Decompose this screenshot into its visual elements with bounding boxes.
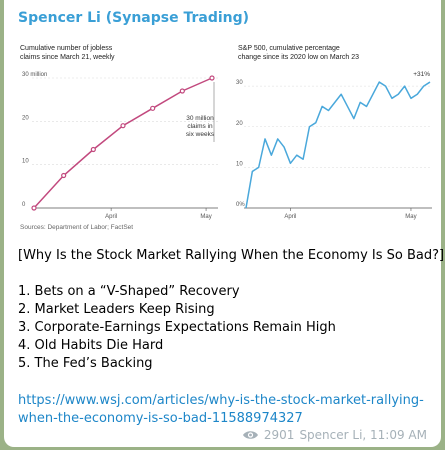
point-1: 1. Bets on a “V-Shaped” Recovery [18,284,240,299]
chart1-point [31,205,37,211]
eye-icon [242,431,258,439]
chart2-ytick: 20 [236,121,243,127]
chart1-ytick: 0 [22,202,26,208]
point-4: 4. Old Habits Die Hard [18,338,164,353]
chart1-ytick: 30 million [22,72,47,78]
message-bubble: Spencer Li (Synapse Trading) Cumulative … [4,0,445,447]
chart-figure: Cumulative number of jobless claims sinc… [18,40,435,236]
chart1-ytick: 20 [22,115,29,121]
author-time: Spencer Li, 11:09 AM [299,428,427,442]
chart1-point [150,105,156,111]
chart2-xtick-label: May [405,214,416,220]
chart1-title-line1: Cumulative number of jobless [20,45,113,52]
sender-name[interactable]: Spencer Li (Synapse Trading) [18,10,250,26]
chart2-ytick: 0% [236,202,245,208]
chart1-point [209,75,215,81]
chart2-plot: 0% 10 20 30 April May +31% [236,71,432,220]
chart1-point [61,172,67,179]
view-count: 2901 [263,428,295,442]
chart1-title-line2: claims since March 21, weekly [20,54,115,61]
article-link-line2: when-the-economy-is-so-bad-11588974327 [18,411,303,426]
chart2-title-line1: S&P 500, cumulative percentage [238,45,340,52]
chart2-xtick-label: April [284,214,296,220]
chart1-point [90,146,96,153]
chart1-point [120,123,126,129]
message-meta: 2901 Spencer Li, 11:09 AM [242,428,427,442]
point-3: 3. Corporate-Earnings Expectations Remai… [18,320,336,335]
chart1-ytick: 10 [22,159,29,165]
chart1-annotation: claims in [187,123,213,130]
chart1-annotation: 30 million [186,115,214,122]
article-link[interactable]: https://www.wsj.com/articles/why-is-the-… [18,392,432,428]
chart2-ytick: 30 [236,80,243,86]
chart1-annotation: six weeks [186,131,215,138]
chart1-xtick-label: April [105,214,117,220]
chart-source: Sources: Department of Labor; FactSet [20,224,133,231]
chart-image[interactable]: Cumulative number of jobless claims sinc… [18,40,435,236]
headline: [Why Is the Stock Market Rallying When t… [18,248,445,263]
chart2-end-label: +31% [413,71,430,78]
chart2-ytick: 10 [236,161,243,167]
chart1-point [179,88,185,94]
article-link-line1: https://www.wsj.com/articles/why-is-the-… [18,393,424,408]
point-2: 2. Market Leaders Keep Rising [18,302,215,317]
chart2-line [245,81,431,209]
chart2-title-line2: change since its 2020 low on March 23 [238,54,359,61]
chart1-xtick-label: May [200,214,211,220]
message-text: [Why Is the Stock Market Rallying When t… [18,247,445,373]
point-5: 5. The Fed’s Backing [18,356,153,371]
